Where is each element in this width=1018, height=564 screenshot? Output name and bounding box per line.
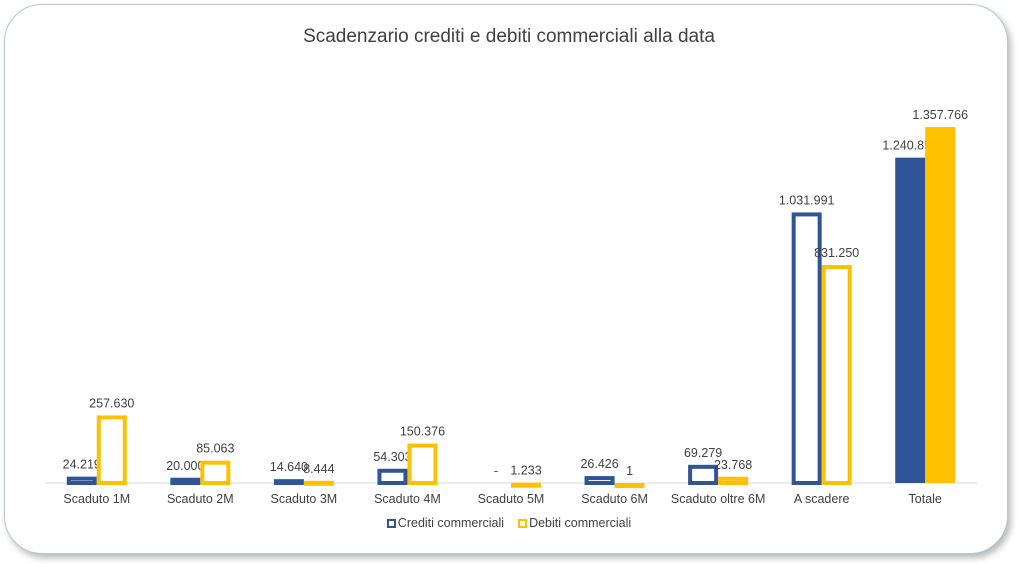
- data-label-debiti-0: 257.630: [89, 396, 134, 410]
- x-tick-label-7: A scadere: [794, 492, 850, 506]
- bar-debiti-5: [614, 482, 645, 488]
- x-tick-label-6: Scaduto oltre 6M: [671, 492, 766, 506]
- x-tick-label-5: Scaduto 6M: [581, 492, 648, 506]
- data-label-debiti-5: 1: [626, 464, 633, 478]
- legend-swatch-debiti: [518, 518, 528, 528]
- legend-swatch-crediti: [386, 518, 396, 528]
- legend-item-crediti: Crediti commerciali: [386, 516, 505, 530]
- x-tick-label-4: Scaduto 5M: [478, 492, 545, 506]
- data-label-crediti-8: 1.240.859: [882, 139, 938, 153]
- chart-title: Scadenzario crediti e debiti commerciali…: [303, 26, 715, 47]
- bar-debiti-4: [511, 482, 541, 488]
- bar-debiti-1: [200, 460, 231, 485]
- bar-debiti-6: [718, 476, 749, 485]
- bar-debiti-3: [407, 443, 438, 486]
- x-tick-label-8: Totale: [909, 492, 942, 506]
- bar-crediti-6: [688, 464, 719, 485]
- bar-crediti-2: [273, 479, 304, 486]
- data-label-crediti-4: -: [494, 464, 498, 478]
- bar-crediti-5: [584, 476, 615, 486]
- x-tick-label-2: Scaduto 3M: [271, 492, 338, 506]
- legend-item-debiti: Debiti commerciali: [518, 516, 631, 530]
- bar-debiti-0: [96, 415, 127, 485]
- bar-crediti-7: [791, 212, 822, 485]
- data-label-debiti-2: 8.444: [303, 462, 334, 476]
- data-label-debiti-7: 831.250: [814, 246, 859, 260]
- data-label-debiti-4: 1.233: [510, 464, 541, 478]
- data-label-crediti-0: 24.219: [63, 458, 101, 472]
- legend-label-crediti: Crediti commerciali: [397, 516, 505, 530]
- legend: Crediti commerciali Debiti commerciali: [0, 516, 1018, 530]
- data-label-crediti-3: 54.303: [373, 450, 411, 464]
- x-tick-label-1: Scaduto 2M: [167, 492, 234, 506]
- bar-crediti-0: [66, 476, 97, 486]
- data-label-debiti-8: 1.357.766: [912, 108, 968, 122]
- data-label-debiti-1: 85.063: [196, 442, 234, 456]
- data-label-crediti-5: 26.426: [580, 457, 618, 471]
- data-label-crediti-2: 14.640: [270, 460, 308, 474]
- bar-debiti-8: [925, 127, 956, 483]
- data-label-crediti-7: 1.031.991: [779, 193, 835, 207]
- bar-debiti-7: [821, 265, 852, 485]
- x-tick-label-0: Scaduto 1M: [63, 492, 130, 506]
- data-label-debiti-6: 23.768: [714, 458, 752, 472]
- bar-debiti-2: [303, 480, 334, 486]
- bar-crediti-3: [377, 468, 408, 485]
- legend-label-debiti: Debiti commerciali: [529, 516, 632, 530]
- x-tick-label-3: Scaduto 4M: [374, 492, 441, 506]
- bar-crediti-1: [170, 477, 201, 486]
- data-label-debiti-3: 150.376: [400, 425, 445, 439]
- data-label-crediti-6: 69.279: [684, 446, 722, 460]
- data-label-crediti-1: 20.000: [166, 459, 204, 473]
- bar-crediti-8: [895, 157, 926, 484]
